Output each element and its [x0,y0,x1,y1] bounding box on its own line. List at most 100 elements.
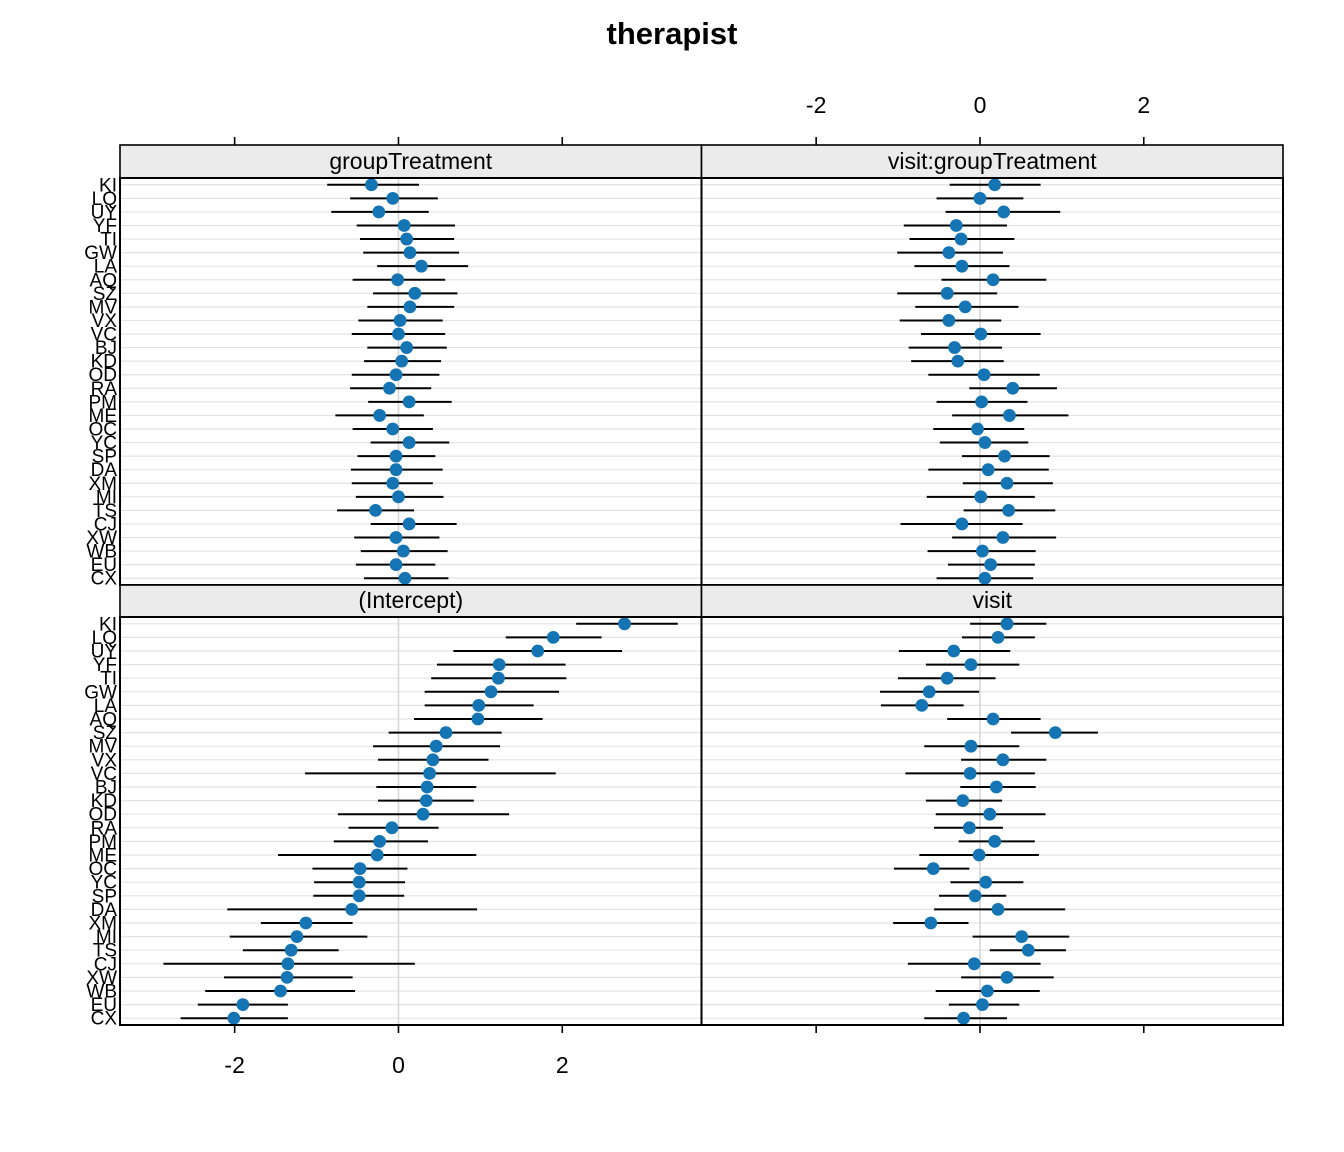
y-axis-label: KI [99,614,117,635]
data-dot [967,957,981,971]
data-dot [973,191,987,205]
data-dot [955,259,969,273]
data-dot [954,232,968,246]
data-dot [956,794,970,807]
bottom-axis-tick-label: 2 [556,1052,569,1078]
data-dot [365,178,378,192]
data-dot [951,354,965,368]
data-dot [389,558,403,572]
data-dot [618,617,631,631]
y-axis-label: VX [92,311,118,332]
y-axis-label: EU [91,995,117,1016]
y-axis-label: UY [91,202,118,223]
y-axis-label: CX [91,569,118,590]
data-dot [958,300,972,314]
data-dot [1002,503,1016,517]
data-dot [986,712,1000,726]
data-dot [991,631,1005,644]
panel-background [701,617,1283,1025]
data-dot [983,807,997,821]
panel-strip-label: (Intercept) [358,587,463,613]
y-axis-label: SZ [93,284,118,305]
y-axis-label: DA [91,900,118,921]
data-dot [1021,943,1035,957]
data-dot [369,503,382,517]
data-dot [546,631,560,644]
data-dot [964,739,978,753]
data-dot [383,381,396,395]
y-axis-label: AQ [90,710,117,731]
data-dot [976,544,989,558]
data-dot [971,422,984,436]
y-axis-label: MI [96,927,117,948]
data-dot [389,449,403,463]
bottom-axis-tick-label: 0 [392,1052,405,1078]
y-axis-label: RA [91,818,118,839]
y-axis-label: EU [91,555,117,576]
y-axis-label: WB [86,982,117,1003]
data-dot [955,517,969,531]
y-axis-label: PM [89,832,118,853]
data-dot [984,558,998,572]
y-axis-label: BJ [95,778,117,799]
data-dot [386,476,400,490]
panel-background [701,178,1283,585]
data-dot [408,286,422,300]
data-dot [397,219,411,232]
data-dot [396,544,410,558]
data-dot [281,957,295,971]
y-axis-label: ME [89,846,118,867]
y-axis-label: VC [91,764,117,785]
data-dot [402,436,416,449]
data-dot [426,753,440,767]
y-axis-label: YF [93,655,117,676]
data-dot [280,971,294,984]
data-dot [395,354,409,368]
data-dot [471,712,485,726]
top-axis-tick-label: -2 [806,92,826,118]
y-axis-label: OC [89,859,118,880]
y-axis-label: TS [93,941,117,962]
data-dot [274,984,287,998]
data-dot [940,286,954,300]
data-dot [402,395,416,409]
data-dot [989,780,1003,794]
data-dot [400,232,414,246]
data-dot [998,449,1011,463]
data-dot [389,463,403,477]
data-dot [978,571,992,585]
data-dot [398,571,412,585]
y-axis-label: MI [96,487,117,508]
data-dot [439,726,453,739]
panel-strip-label: visit [972,587,1012,613]
data-dot [926,862,940,875]
data-dot [373,835,387,848]
panel-bottom-right: visit [700,584,1284,1026]
data-dot [978,436,992,449]
y-axis-label: XW [86,528,117,549]
data-dot [996,531,1010,544]
data-dot [996,753,1010,767]
data-dot [491,671,505,685]
data-dot [353,862,367,875]
data-dot [385,821,399,835]
y-axis-label: VX [92,750,118,771]
y-axis-label: GW [84,243,117,264]
y-axis-label: AQ [90,270,117,291]
y-axis-label: RA [91,379,118,400]
data-dot [389,368,403,382]
y-axis-label: CX [91,1009,118,1030]
panel-strip [700,144,1284,179]
data-dot [402,517,416,531]
y-axis-label: WB [86,542,117,563]
panel-strip [119,144,703,179]
data-dot [957,1011,970,1025]
data-dot [997,205,1011,219]
data-dot [976,998,989,1011]
data-dot [980,984,994,998]
y-axis-label: XM [89,914,118,935]
data-dot [1000,476,1014,490]
data-dot [419,794,433,807]
data-dot [942,246,956,260]
panel-strip-label: visit:groupTreatment [888,148,1097,174]
